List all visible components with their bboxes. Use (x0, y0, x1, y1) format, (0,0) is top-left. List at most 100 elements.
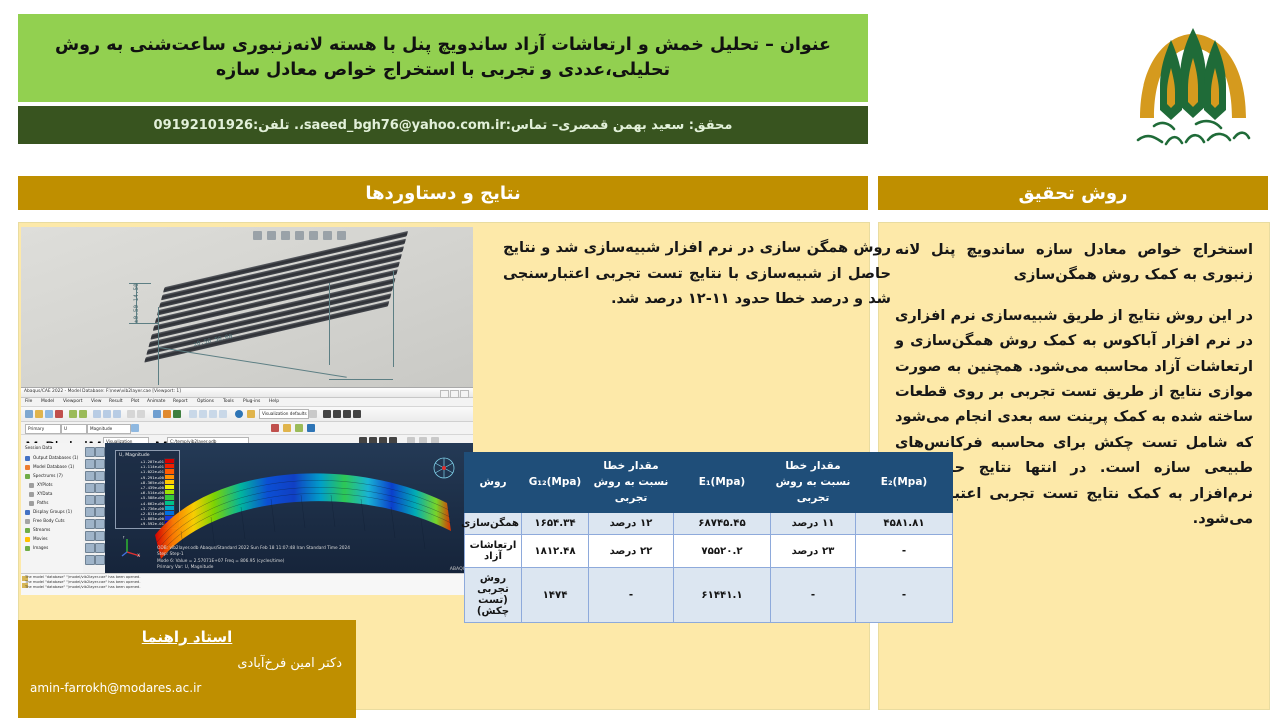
menu-item-tools[interactable]: Tools (223, 398, 234, 404)
save-icon[interactable] (45, 410, 53, 418)
tree-item-display-groups[interactable]: Display Groups (1) (33, 509, 72, 514)
free-body-cut-icon[interactable] (85, 531, 95, 541)
tree-item-images[interactable]: Images (33, 545, 49, 550)
contour-options-icon[interactable] (271, 424, 279, 432)
menu-item-plot[interactable]: Plot (131, 398, 140, 404)
tree-item-free-body-cuts[interactable]: Free Body Cuts (33, 518, 65, 523)
query-icon[interactable] (127, 410, 135, 418)
viewport-defaults-select[interactable]: Visualization defaults (259, 409, 309, 419)
frame-last-icon[interactable] (353, 410, 361, 418)
view-top-icon[interactable] (209, 410, 217, 418)
viewport-icon[interactable] (247, 410, 255, 418)
plot-deformed-icon[interactable] (95, 447, 105, 457)
abaqus-message-area[interactable]: The model "database" "/model/vib2layer.c… (21, 573, 473, 595)
xy-data-icon[interactable] (85, 507, 95, 517)
tree-item-model-database[interactable]: Model Database (1) (33, 464, 75, 469)
plot-symbols-icon[interactable] (95, 459, 105, 469)
rotate-icon[interactable] (113, 410, 121, 418)
measure-icon[interactable] (137, 410, 145, 418)
pan-icon[interactable] (103, 410, 111, 418)
tree-item-xyplots[interactable]: XYPlots (37, 482, 53, 487)
zoom-icon[interactable] (93, 410, 101, 418)
menu-item-plugins[interactable]: Plug-ins (243, 398, 261, 404)
superimpose-options-icon[interactable] (295, 424, 303, 432)
plot-contours-icon[interactable] (85, 459, 95, 469)
render-shaded-icon[interactable] (153, 410, 161, 418)
view-orientation-triad-icon[interactable] (431, 455, 457, 481)
abaqus-toolbar-field: Primary U Magnitude (21, 422, 473, 435)
render-filled-icon[interactable] (173, 410, 181, 418)
camera-icon[interactable] (419, 437, 427, 445)
cad-toolbar (253, 229, 463, 241)
movie-icon[interactable] (431, 437, 439, 445)
common-options-icon[interactable] (283, 424, 291, 432)
maximize-button[interactable] (450, 389, 459, 398)
print-icon[interactable] (55, 410, 63, 418)
tree-item-movies[interactable]: Movies (33, 536, 48, 541)
anim-next-icon[interactable] (379, 437, 387, 445)
allow-multiple-plot-icon[interactable] (95, 471, 105, 481)
new-file-icon[interactable] (25, 410, 33, 418)
render-wireframe-icon[interactable] (163, 410, 171, 418)
view-cut-icon[interactable] (307, 424, 315, 432)
cad-tool-icon (253, 230, 262, 240)
open-file-icon[interactable] (35, 410, 43, 418)
tree-item-output-databases[interactable]: Output Databases (1) (33, 455, 79, 460)
undo-icon[interactable] (69, 410, 77, 418)
dimension-extension (329, 283, 330, 365)
anim-first-icon[interactable] (359, 437, 367, 445)
abaqus-model-tree[interactable]: Session Data Output Databases (1) Model … (21, 443, 84, 574)
view-front-icon[interactable] (189, 410, 197, 418)
tree-node-icon (25, 528, 30, 533)
menu-item-help[interactable]: Help (269, 398, 280, 404)
anim-prev-icon[interactable] (369, 437, 377, 445)
field-output-component-select[interactable]: Magnitude (87, 424, 131, 434)
column-header-g12: G₁₂(Mpa) (521, 451, 589, 514)
tree-item-xydata[interactable]: XYData (37, 491, 53, 496)
stress-linearization-icon[interactable] (95, 531, 105, 541)
display-group-icon[interactable] (95, 543, 105, 553)
probe-values-icon[interactable] (85, 519, 95, 529)
close-button[interactable] (460, 389, 469, 398)
minimize-button[interactable] (440, 389, 449, 398)
anim-last-icon[interactable] (389, 437, 397, 445)
tree-item-streams[interactable]: Streams (33, 527, 51, 532)
menu-item-viewport[interactable]: Viewport (63, 398, 83, 404)
save-image-icon[interactable] (407, 437, 415, 445)
section-header-method: روش تحقیق (878, 176, 1268, 210)
plot-material-orientation-icon[interactable] (85, 471, 95, 481)
odb-info-block: ODB: vib2layer.odb Abaqus/Standard 2022 … (157, 546, 350, 571)
menu-item-view[interactable]: View (91, 398, 102, 404)
redo-icon[interactable] (79, 410, 87, 418)
menu-item-options[interactable]: Options (197, 398, 214, 404)
view-iso-icon[interactable] (199, 410, 207, 418)
tree-item-spectrums[interactable]: Spectrums (7) (33, 473, 63, 478)
menu-item-animate[interactable]: Animate (147, 398, 166, 404)
info-icon[interactable] (235, 410, 243, 418)
tree-item-paths[interactable]: Paths (37, 500, 49, 505)
frame-next-icon[interactable] (343, 410, 351, 418)
view-cut-manager-icon[interactable] (85, 543, 95, 553)
field-output-dialog-icon[interactable] (131, 424, 139, 432)
menu-item-file[interactable]: File (25, 398, 33, 404)
xy-plot-icon[interactable] (95, 507, 105, 517)
field-output-variable-select[interactable]: U (61, 424, 87, 434)
frame-first-icon[interactable] (323, 410, 331, 418)
query-information-icon[interactable] (95, 519, 105, 529)
animate-harmonic-icon[interactable] (85, 495, 95, 505)
animate-scale-factor-icon[interactable] (95, 483, 105, 493)
animation-options-icon[interactable] (95, 495, 105, 505)
cad-tool-icon (323, 230, 332, 240)
menu-item-result[interactable]: Result (109, 398, 123, 404)
field-output-position-select[interactable]: Primary (25, 424, 61, 434)
plot-undeformed-icon[interactable] (85, 447, 95, 457)
replace-display-group-icon[interactable] (95, 555, 105, 565)
abaqus-viewport[interactable]: U, Magnitude +1.207e+01 +1.114e+01 +1.02… (105, 443, 473, 574)
layers-icon[interactable] (309, 410, 317, 418)
view-side-icon[interactable] (219, 410, 227, 418)
menu-item-report[interactable]: Report (173, 398, 188, 404)
animate-time-history-icon[interactable] (85, 483, 95, 493)
frame-prev-icon[interactable] (333, 410, 341, 418)
menu-item-model[interactable]: Model (41, 398, 55, 404)
create-display-group-icon[interactable] (85, 555, 95, 565)
